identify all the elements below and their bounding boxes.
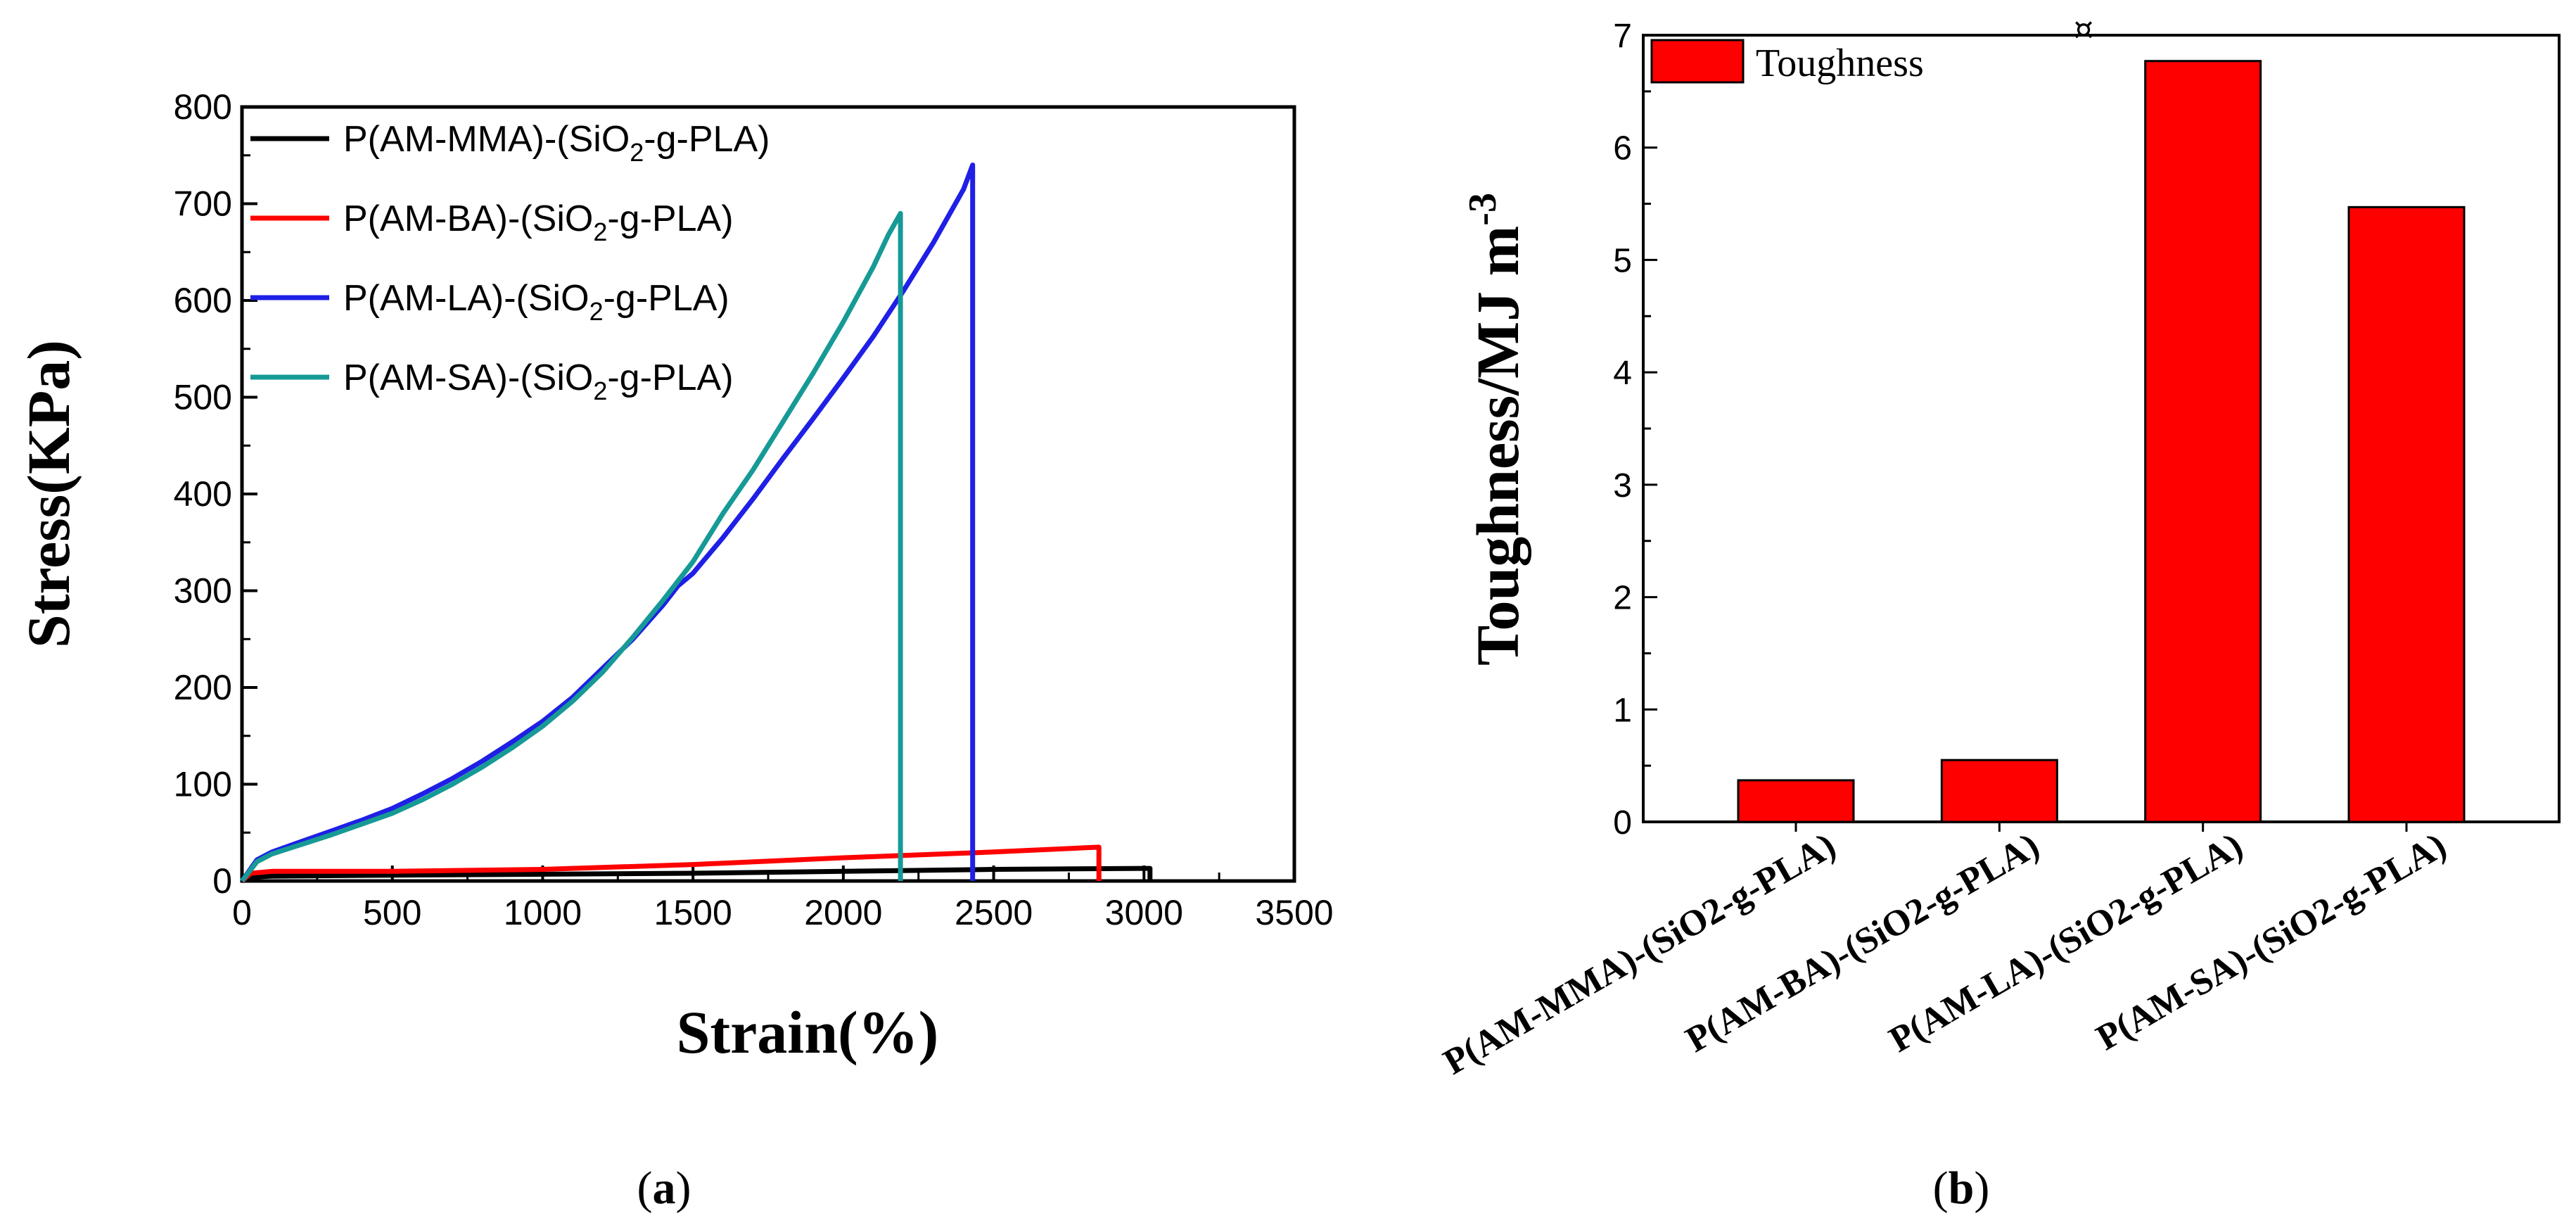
legend-a: P(AM-MMA)-(SiO2-g-PLA) P(AM-BA)-(SiO2-g-P… — [250, 119, 770, 405]
legend-label-0: P(AM-MMA)-(SiO2-g-PLA) — [343, 119, 770, 167]
series-group-a — [240, 163, 1153, 884]
panel-label-a-close: ) — [676, 1162, 691, 1214]
x-tick-label-a: 2000 — [804, 893, 882, 932]
x-tick-label-a: 500 — [363, 893, 421, 932]
y-tick-label-a: 300 — [174, 571, 232, 611]
y-axis-title-b-sup: -3 — [1461, 193, 1505, 226]
bar-0 — [1737, 779, 1855, 823]
series-line-0 — [241, 866, 1153, 884]
panel-label-b: (b) — [1933, 1162, 1990, 1214]
axis-ticks-b: 0 1 2 3 4 5 6 7 — [1613, 18, 1657, 842]
y-tick-label-b: 2 — [1613, 580, 1632, 617]
y-axis-title-b: Toughness/MJ m-3 — [1461, 193, 1531, 666]
panel-label-a: (a) — [637, 1162, 691, 1214]
y-tick-label-a: 400 — [174, 474, 232, 514]
x-tick-label-a: 1500 — [654, 893, 732, 932]
y-tick-label-a: 600 — [174, 281, 232, 320]
category-label-3: P(AM-SA)-(SiO2-g-PLA) — [2090, 825, 2453, 1058]
y-tick-label-b: 4 — [1613, 355, 1632, 392]
bar-1 — [1940, 759, 2058, 823]
y-tick-label-a: 700 — [174, 184, 232, 224]
y-tick-label-a: 100 — [174, 765, 232, 804]
axis-ticks-a: 0 500 1000 1500 2000 2500 3000 3500 0 100 200 300 40… — [174, 87, 1334, 932]
x-tick-label-a: 3000 — [1105, 893, 1183, 932]
legend-label-toughness: Toughness — [1756, 42, 1924, 85]
x-axis-title-a: Strain(%) — [677, 998, 939, 1066]
x-tick-label-a: 0 — [232, 893, 252, 932]
series-line-1 — [240, 844, 1102, 883]
stress-strain-chart: 0 500 1000 1500 2000 2500 3000 3500 0 100 200 300 40… — [15, 87, 1334, 1066]
annotation-marker: ¤ — [2074, 11, 2093, 47]
legend-b: Toughness — [1650, 39, 1924, 85]
y-tick-label-b: 7 — [1613, 18, 1632, 55]
bar-2 — [2144, 60, 2262, 823]
toughness-bar-chart: 0 1 2 3 4 5 6 7 P(AM-MMA)-(SiO2-g-PLA)P(AM-BA)-… — [1437, 11, 2561, 1083]
bar-3 — [2347, 205, 2466, 823]
y-tick-label-a: 0 — [212, 861, 232, 901]
category-label-1: P(AM-BA)-(SiO2-g-PLA) — [1679, 825, 2046, 1060]
y-tick-label-b: 6 — [1613, 130, 1632, 167]
legend-label-1: P(AM-BA)-(SiO2-g-PLA) — [343, 198, 734, 246]
y-tick-label-a: 200 — [174, 668, 232, 707]
series-line-2 — [240, 163, 976, 883]
legend-label-3: P(AM-SA)-(SiO2-g-PLA) — [343, 357, 734, 405]
y-tick-label-b: 3 — [1613, 467, 1632, 505]
y-tick-label-a: 800 — [174, 87, 232, 127]
legend-swatch-toughness — [1650, 39, 1745, 84]
x-tick-label-a: 2500 — [955, 893, 1033, 932]
y-tick-label-a: 500 — [174, 378, 232, 417]
legend-label-2: P(AM-LA)-(SiO2-g-PLA) — [343, 278, 729, 326]
panel-label-a-letter: a — [653, 1162, 676, 1214]
y-axis-title-b-main: Toughness/MJ m — [1464, 226, 1531, 666]
series-line-3 — [240, 210, 903, 883]
panel-label-b-close: ) — [1974, 1162, 1989, 1214]
panel-label-b-open: ( — [1933, 1162, 1949, 1214]
x-tick-label-a: 1000 — [504, 893, 582, 932]
category-label-0: P(AM-MMA)-(SiO2-g-PLA) — [1437, 825, 1842, 1083]
panel-label-b-letter: b — [1949, 1162, 1975, 1214]
panel-label-a-open: ( — [637, 1162, 653, 1214]
y-tick-label-b: 5 — [1613, 242, 1632, 279]
y-axis-title-a: Stress(KPa) — [15, 340, 82, 648]
bars-group-b — [1737, 60, 2466, 823]
y-tick-label-b: 1 — [1613, 692, 1632, 729]
x-tick-label-a: 3500 — [1255, 893, 1333, 932]
y-tick-label-b: 0 — [1613, 804, 1632, 842]
category-label-2: P(AM-LA)-(SiO2-g-PLA) — [1882, 825, 2249, 1060]
category-labels-b: P(AM-MMA)-(SiO2-g-PLA)P(AM-BA)-(SiO2-g-P… — [1437, 822, 2453, 1083]
